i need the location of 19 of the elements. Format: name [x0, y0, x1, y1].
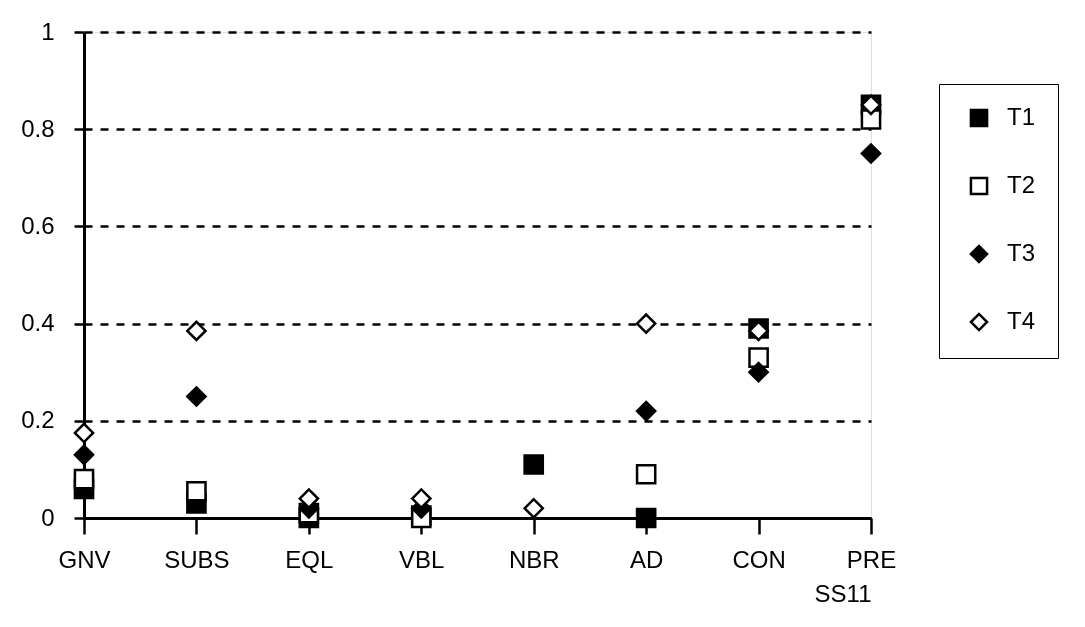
legend-label: T3: [1007, 239, 1036, 266]
y-tick-label: 0.8: [21, 114, 55, 142]
legend-label: T1: [1007, 103, 1036, 130]
x-tick-label: CON: [732, 545, 786, 573]
y-tick-label: 1: [41, 17, 55, 45]
y-tick-label: 0.6: [21, 211, 55, 239]
y-tick-label: 0.4: [21, 309, 55, 337]
x-axis-title: SS11: [814, 579, 872, 607]
legend-label: T2: [1007, 171, 1036, 198]
y-tick-label: 0.2: [21, 406, 55, 434]
x-tick-label: PRE: [846, 545, 897, 573]
x-tick-label: SUBS: [164, 545, 230, 573]
legend-label: T4: [1007, 307, 1036, 334]
y-tick-label: 0: [41, 503, 55, 531]
x-tick-label: VBL: [399, 545, 445, 573]
x-tick-label: AD: [629, 545, 664, 573]
x-tick-label: EQL: [285, 545, 334, 573]
x-tick-label: NBR: [508, 545, 560, 573]
x-tick-label: GNV: [58, 545, 111, 573]
